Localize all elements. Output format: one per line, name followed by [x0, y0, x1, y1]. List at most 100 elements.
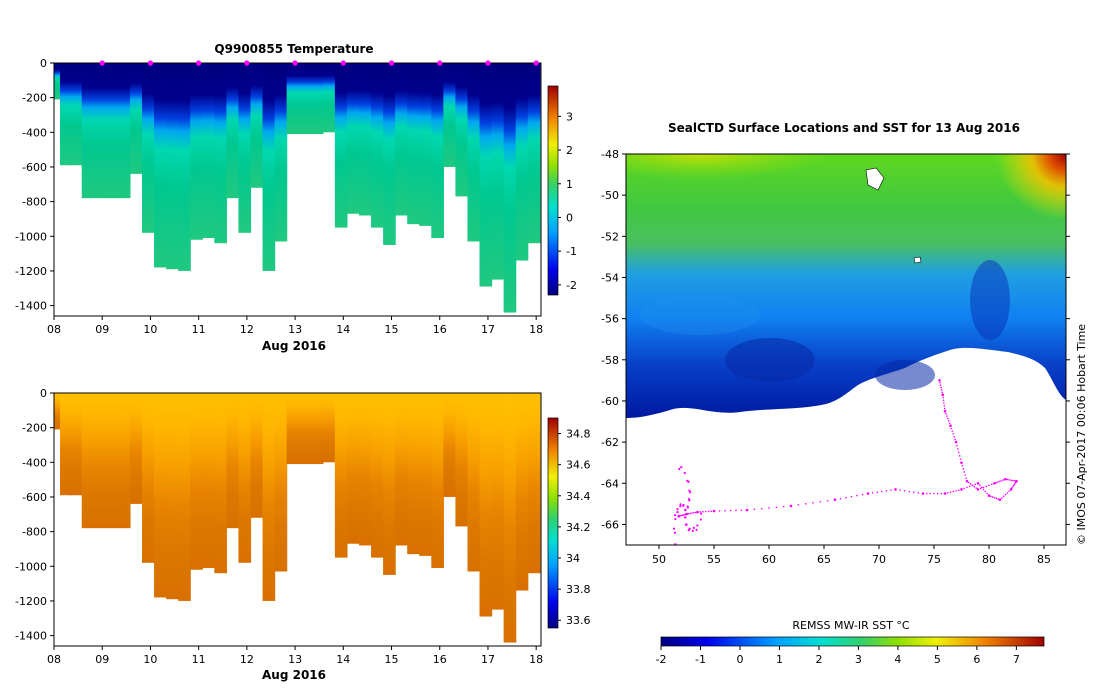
track-point	[953, 435, 955, 438]
profile-column	[479, 393, 493, 617]
profile-column	[202, 63, 215, 239]
salinity-y-axis: 0 -200 -400 -600 -800 -1000 -1200 -1400	[15, 387, 54, 643]
track-point	[965, 479, 969, 483]
track-point	[789, 504, 793, 508]
track-point	[679, 503, 682, 506]
y-tick-label: -1200	[15, 595, 47, 608]
profile-marker	[388, 60, 395, 66]
x-tick-label: 16	[433, 323, 447, 336]
track-point	[938, 379, 941, 382]
track-point	[740, 509, 743, 511]
profile-column	[81, 63, 95, 199]
track-point	[866, 492, 870, 495]
profile-column	[202, 393, 215, 569]
track-point	[880, 490, 883, 493]
profile-column	[166, 393, 179, 600]
profile-column	[60, 63, 73, 166]
track-point	[925, 492, 928, 495]
track-point	[943, 492, 947, 495]
x-tick-label: 18	[529, 323, 543, 336]
x-tick-label: 08	[47, 323, 61, 336]
colorbar-tick-label: 2	[566, 144, 573, 157]
track-point	[917, 492, 920, 494]
track-point	[712, 509, 716, 513]
track-point	[998, 498, 1002, 502]
sst-colorbar-tick-label: 6	[973, 653, 980, 666]
lon-tick-label: 70	[872, 553, 886, 566]
track-point	[684, 508, 687, 512]
track-point	[775, 506, 778, 509]
x-tick-label: 10	[143, 323, 157, 336]
track-point	[688, 527, 691, 530]
track-point	[964, 474, 966, 476]
profile-column	[310, 63, 324, 135]
profile-marker	[533, 60, 539, 66]
profile-column	[491, 63, 505, 280]
profile-column	[467, 393, 481, 572]
track-point	[687, 497, 691, 501]
colorbar-tick-label: 34.8	[566, 428, 591, 441]
track-point	[946, 415, 948, 417]
heard-island	[913, 256, 922, 264]
lat-tick-label: -56	[601, 313, 619, 326]
track-point	[921, 492, 925, 495]
sst-colorbar	[660, 636, 1045, 647]
track-point	[673, 514, 677, 517]
profile-column	[407, 63, 420, 225]
track-point	[782, 505, 785, 508]
profile-column	[503, 63, 517, 313]
profile-column	[443, 63, 457, 167]
lat-tick-label: -48	[601, 148, 619, 161]
track-point	[684, 516, 687, 519]
profile-column	[322, 393, 336, 463]
track-point	[979, 484, 981, 487]
sst-colorbar-label: REMSS MW-IR SST °C	[792, 619, 910, 632]
track-point	[908, 490, 911, 493]
track-point	[839, 497, 842, 500]
track-point	[826, 499, 829, 502]
track-point	[694, 511, 697, 514]
colorbar-tick-label: 1	[566, 178, 573, 191]
track-point	[683, 471, 686, 475]
track-point	[833, 498, 837, 502]
profile-column	[69, 393, 83, 496]
track-point	[702, 510, 704, 513]
track-point	[1004, 477, 1007, 481]
track-point	[913, 491, 915, 493]
profile-column	[503, 393, 517, 643]
lat-tick-label: -58	[601, 354, 619, 367]
track-point	[735, 509, 737, 512]
track-point	[696, 510, 699, 514]
x-tick-label: 17	[481, 323, 495, 336]
y-tick-label: 0	[40, 387, 47, 400]
track-point	[946, 492, 949, 494]
x-tick-label: 14	[336, 653, 350, 666]
profile-column	[190, 63, 203, 240]
track-point	[979, 487, 982, 490]
profile-column	[154, 393, 167, 598]
track-point	[975, 487, 977, 489]
track-point	[695, 528, 698, 531]
profile-column	[358, 63, 372, 216]
track-point	[966, 486, 968, 489]
seal-track	[672, 379, 1018, 545]
track-point	[861, 493, 864, 496]
colorbar-tick-label: 33.8	[566, 583, 591, 596]
track-point	[960, 488, 963, 491]
profile-column	[455, 63, 469, 197]
salinity-section-cells	[54, 393, 541, 643]
x-tick-label: 10	[143, 653, 157, 666]
y-tick-label: -800	[22, 526, 47, 539]
profile-column	[129, 63, 143, 174]
profile-column	[286, 393, 300, 465]
track-point	[943, 404, 946, 407]
track-point	[674, 517, 677, 521]
track-point	[691, 512, 693, 514]
track-point	[673, 531, 677, 534]
track-point	[957, 451, 960, 454]
track-point	[955, 490, 957, 492]
x-tick-label: 16	[433, 653, 447, 666]
track-point	[952, 433, 955, 435]
profile-column	[93, 63, 107, 199]
profile-column	[298, 63, 312, 135]
